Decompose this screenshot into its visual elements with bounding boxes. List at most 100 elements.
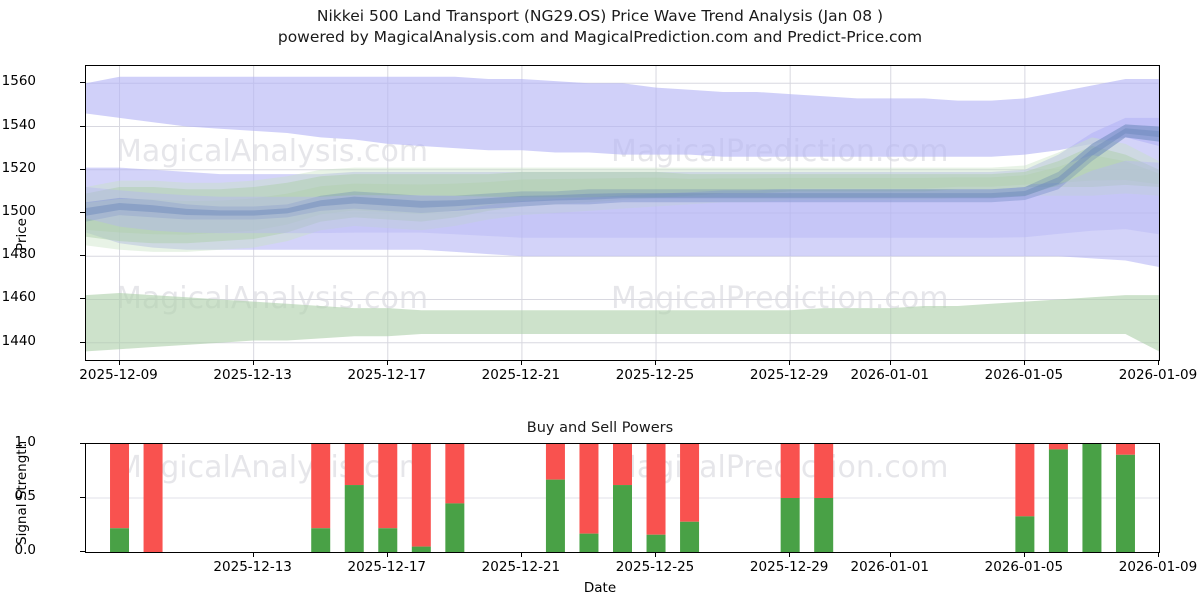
lower-y-tick-label: 0.5 — [14, 488, 36, 504]
buy-power-bar — [311, 528, 331, 552]
buy-power-bar — [1015, 516, 1035, 552]
sell-power-bar — [1048, 444, 1068, 450]
upper-y-tick-label: 1540 — [1, 116, 36, 133]
lower-x-tick-label: 2025-12-17 — [347, 559, 427, 575]
lower-x-tick-label: 2025-12-25 — [615, 559, 695, 575]
price-wave-plot-area: MagicalAnalysis.com MagicalPrediction.co… — [85, 65, 1160, 361]
upper-y-tick-label: 1520 — [1, 159, 36, 176]
lower-x-tick-mark — [655, 552, 657, 557]
upper-x-tick-label: 2025-12-09 — [79, 367, 158, 383]
upper-y-tick-mark — [80, 341, 85, 343]
lower-x-tick-mark — [1158, 552, 1159, 557]
buy-power-bar — [1082, 444, 1102, 552]
lower-y-tick-mark — [80, 551, 85, 552]
buy-power-bar — [680, 521, 700, 552]
lower-y-tick-mark — [80, 497, 85, 498]
upper-x-tick-mark — [1158, 360, 1159, 365]
lower-x-axis-title: Date — [583, 580, 617, 596]
buy-sell-plot-area: MagicalAnalysis.com MagicalPrediction.co… — [85, 443, 1160, 553]
lower-x-tick-mark — [520, 552, 522, 557]
sell-power-bar — [1015, 444, 1035, 517]
upper-y-tick-label: 1480 — [1, 246, 36, 263]
buy-power-bar — [445, 503, 465, 552]
lower-x-tick-mark — [386, 552, 388, 557]
lower-chart-title: Buy and Sell Powers — [526, 420, 674, 436]
buy-power-bar — [613, 485, 632, 552]
upper-x-tick-mark — [252, 360, 254, 365]
lower-y-tick-mark — [80, 443, 85, 444]
lower-x-tick-mark — [889, 552, 891, 557]
sell-power-bar — [344, 444, 364, 486]
buy-power-bar — [545, 479, 565, 552]
upper-x-tick-mark — [889, 360, 891, 365]
upper-x-tick-label: 2026-01-01 — [850, 367, 929, 383]
upper-x-tick-label: 2025-12-21 — [481, 367, 561, 383]
upper-y-tick-mark — [80, 255, 85, 257]
title-line-1: Nikkei 500 Land Transport (NG29.OS) Pric… — [316, 7, 884, 25]
page-title: Nikkei 500 Land Transport (NG29.OS) Pric… — [0, 6, 1200, 48]
lower-x-tick-mark — [1023, 552, 1025, 557]
lower-x-tick-label: 2025-12-13 — [213, 559, 292, 575]
upper-y-tick-label: 1500 — [1, 203, 36, 219]
lower-x-tick-mark — [252, 552, 254, 557]
buy-power-bar — [814, 498, 834, 552]
sell-power-bar — [814, 444, 834, 498]
sell-power-bar — [646, 444, 666, 535]
lower-x-tick-label: 2026-01-05 — [984, 559, 1064, 575]
upper-x-tick-label: 2025-12-17 — [347, 367, 427, 383]
upper-x-tick-label: 2025-12-25 — [615, 367, 695, 383]
upper-x-tick-mark — [386, 360, 388, 365]
buy-power-bar — [344, 485, 364, 552]
upper-y-tick-mark — [80, 212, 85, 213]
upper-y-tick-mark — [80, 125, 85, 127]
upper-y-tick-label: 1560 — [1, 73, 36, 90]
price-wave-bands — [86, 66, 1159, 360]
price-wave-chart: 1440 1460 1480 1500 1520 1540 1560 2025-12-09 20… — [0, 55, 1200, 457]
lower-x-tick-label: 2025-12-21 — [481, 559, 561, 575]
title-line-2: powered by MagicalAnalysis.com and Magic… — [277, 28, 923, 46]
buy-sell-powers-chart: Buy and Sell Powers 0.0 0.5 1.0 2025-12-13 2… — [0, 410, 1200, 600]
buy-power-bar — [579, 533, 599, 552]
buy-power-bar — [378, 528, 398, 552]
upper-y-tick-mark — [80, 82, 85, 84]
lower-x-tick-label: 2025-12-29 — [749, 559, 829, 575]
sell-power-bar — [680, 444, 700, 522]
buy-sell-bars — [86, 444, 1159, 552]
lower-x-tick-mark — [789, 552, 791, 557]
sell-power-bar — [1115, 444, 1135, 455]
sell-power-bar — [780, 444, 800, 498]
lower-x-tick-label: 2026-01-01 — [850, 559, 929, 575]
sell-power-bar — [311, 444, 331, 529]
upper-x-tick-label: 2026-01-09 — [1118, 367, 1198, 383]
sell-power-bar — [445, 444, 465, 504]
lower-x-tick-label: 2026-01-09 — [1118, 559, 1198, 575]
sell-power-bar — [545, 444, 565, 480]
sell-power-bar — [378, 444, 398, 529]
upper-x-tick-mark — [118, 360, 120, 365]
upper-y-tick-label: 1460 — [1, 289, 36, 306]
sell-power-bar — [613, 444, 632, 486]
buy-power-bar — [780, 498, 800, 552]
upper-y-tick-label: 1440 — [1, 332, 36, 349]
upper-x-tick-label: 2025-12-13 — [213, 367, 292, 383]
sell-power-bar — [411, 444, 431, 547]
upper-y-tick-mark — [80, 298, 85, 300]
upper-y-tick-mark — [80, 168, 85, 170]
lower-y-tick-label: 1.0 — [14, 434, 36, 450]
upper-x-tick-mark — [789, 360, 791, 365]
sell-power-bar — [143, 444, 163, 552]
upper-y-axis-title: Price — [14, 218, 30, 251]
lower-y-axis-title: Signal Strength — [14, 440, 30, 545]
buy-power-bar — [1048, 449, 1068, 552]
buy-power-bar — [646, 534, 666, 552]
upper-x-tick-label: 2026-01-05 — [984, 367, 1064, 383]
upper-x-tick-mark — [520, 360, 522, 365]
lower-y-tick-label: 0.0 — [14, 542, 36, 558]
buy-power-bar — [1115, 454, 1135, 552]
buy-power-bar — [110, 528, 130, 552]
upper-x-tick-label: 2025-12-29 — [749, 367, 829, 383]
sell-power-bar — [579, 444, 599, 534]
upper-x-tick-mark — [655, 360, 657, 365]
sell-power-bar — [110, 444, 130, 529]
